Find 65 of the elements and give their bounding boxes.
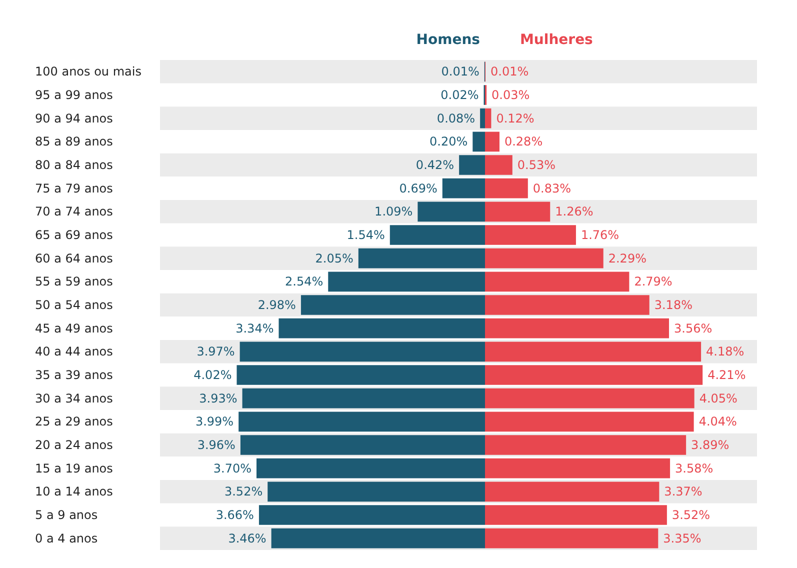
y-tick-label: 95 a 99 anos [35,88,113,102]
data-label: 1.09% [374,204,413,219]
data-label: 0.69% [399,181,438,196]
data-label: 3.52% [224,484,263,499]
data-label: 0.02% [440,88,479,102]
data-label: 1.76% [580,228,620,242]
data-label: 2.79% [634,274,672,289]
y-tick-label: 25 a 29 anos [35,414,113,429]
data-label: 0.01% [441,64,480,79]
data-label: 4.05% [699,391,738,406]
y-tick-label: 30 a 34 anos [35,391,113,406]
data-label: 2.05% [315,251,354,266]
y-tick-label: 60 a 64 anos [35,251,113,266]
data-label: 2.54% [285,274,324,289]
data-label: 4.02% [194,368,232,382]
data-label: 0.01% [490,64,529,79]
y-tick-label: 0 a 4 anos [35,531,98,546]
data-label: 3.52% [672,508,710,522]
data-label: 0.42% [416,158,454,172]
data-label: 1.54% [346,228,385,242]
data-label: 3.93% [199,391,238,406]
data-label: 3.34% [236,321,274,336]
y-tick-label: 35 a 39 anos [35,368,113,382]
data-label: 3.99% [195,414,234,429]
data-label: 0.53% [517,158,556,172]
y-tick-label: 65 a 69 anos [35,228,113,242]
data-label: 0.12% [496,111,534,126]
data-label: 3.89% [691,438,730,452]
data-label: 3.58% [675,461,714,476]
text: Mulheres [520,32,593,48]
y-tick-label: 40 a 44 anos [35,344,113,359]
data-label: 0.83% [532,181,572,196]
data-label: 3.18% [654,298,692,312]
data-label: 3.96% [197,438,236,452]
y-tick-label: 10 a 14 anos [35,484,113,499]
data-label: 3.35% [663,531,702,546]
data-label: 1.26% [555,204,594,219]
y-tick-label: 85 a 89 anos [35,134,113,149]
data-label: 0.20% [430,134,468,149]
y-tick-label: 70 a 74 anos [35,204,113,219]
data-label: 3.97% [196,344,235,359]
data-label: 2.29% [608,251,646,266]
y-tick-label: 50 a 54 anos [35,298,113,312]
data-label: 4.21% [708,368,746,382]
y-tick-label: 45 a 49 anos [35,321,113,336]
data-label: 3.70% [213,461,252,476]
y-tick-label: 20 a 24 anos [35,438,113,452]
data-label: 0.08% [436,111,476,126]
y-tick-label: 90 a 94 anos [35,111,113,126]
data-label: 4.04% [698,414,737,429]
data-label: 0.28% [504,134,543,149]
y-tick-label: 100 anos ou mais [35,64,142,79]
data-label: 3.56% [674,321,712,336]
data-label: 3.37% [664,484,702,499]
y-tick-label: 15 a 19 anos [35,461,113,476]
data-label: 4.18% [706,344,744,359]
data-label: 3.46% [228,531,266,546]
y-tick-label: 75 a 79 anos [35,181,113,196]
y-tick-label: 55 a 59 anos [35,274,113,289]
y-tick-label: 80 a 84 anos [35,158,113,172]
y-tick-label: 5 a 9 anos [35,508,98,522]
data-label: 0.03% [492,88,530,102]
series-label: Homens [416,32,480,48]
data-label: 3.66% [216,508,254,522]
data-label: 2.98% [258,298,296,312]
